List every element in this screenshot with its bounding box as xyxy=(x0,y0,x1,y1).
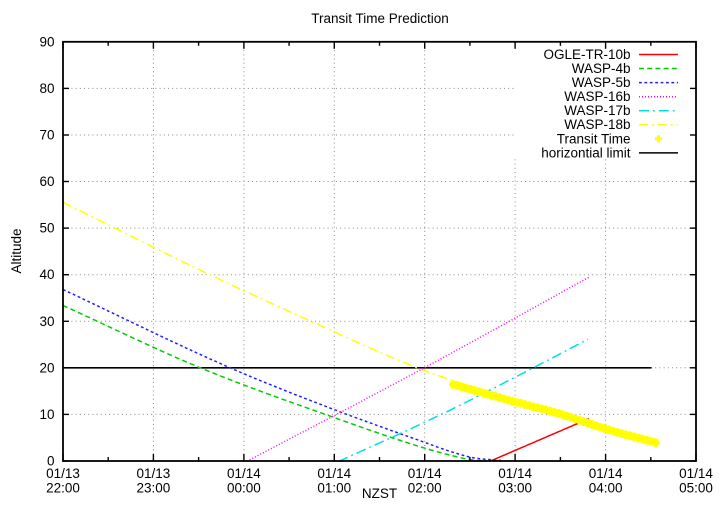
svg-text:01/14: 01/14 xyxy=(679,466,713,481)
svg-text:00:00: 00:00 xyxy=(227,481,261,496)
svg-text:90: 90 xyxy=(39,34,54,49)
svg-text:OGLE-TR-10b: OGLE-TR-10b xyxy=(543,47,630,62)
svg-text:50: 50 xyxy=(39,221,54,236)
svg-text:Transit Time Prediction: Transit Time Prediction xyxy=(311,11,449,26)
svg-text:40: 40 xyxy=(39,267,54,282)
svg-text:05:00: 05:00 xyxy=(679,481,713,496)
svg-text:Transit Time: Transit Time xyxy=(557,131,631,146)
svg-text:80: 80 xyxy=(39,81,54,96)
svg-text:01/14: 01/14 xyxy=(589,466,623,481)
svg-text:NZST: NZST xyxy=(362,486,397,501)
svg-text:10: 10 xyxy=(39,407,54,422)
svg-text:0: 0 xyxy=(47,454,55,469)
svg-text:horizontial limit: horizontial limit xyxy=(541,145,631,160)
svg-text:60: 60 xyxy=(39,174,54,189)
svg-text:23:00: 23:00 xyxy=(137,481,171,496)
svg-text:WASP-4b: WASP-4b xyxy=(572,61,631,76)
svg-text:WASP-5b: WASP-5b xyxy=(572,75,631,90)
svg-text:WASP-17b: WASP-17b xyxy=(564,103,630,118)
svg-text:Altitude: Altitude xyxy=(9,228,24,273)
svg-text:20: 20 xyxy=(39,360,54,375)
svg-text:03:00: 03:00 xyxy=(498,481,532,496)
svg-text:01/14: 01/14 xyxy=(408,466,442,481)
svg-text:01/13: 01/13 xyxy=(46,466,80,481)
svg-text:01/14: 01/14 xyxy=(498,466,532,481)
svg-text:22:00: 22:00 xyxy=(46,481,80,496)
svg-text:01/14: 01/14 xyxy=(227,466,261,481)
svg-text:WASP-16b: WASP-16b xyxy=(564,89,630,104)
svg-text:30: 30 xyxy=(39,314,54,329)
svg-text:70: 70 xyxy=(39,128,54,143)
svg-text:01/13: 01/13 xyxy=(137,466,171,481)
svg-text:04:00: 04:00 xyxy=(589,481,623,496)
svg-text:01:00: 01:00 xyxy=(317,481,351,496)
svg-text:02:00: 02:00 xyxy=(408,481,442,496)
svg-text:WASP-18b: WASP-18b xyxy=(564,117,630,132)
svg-text:01/14: 01/14 xyxy=(317,466,351,481)
